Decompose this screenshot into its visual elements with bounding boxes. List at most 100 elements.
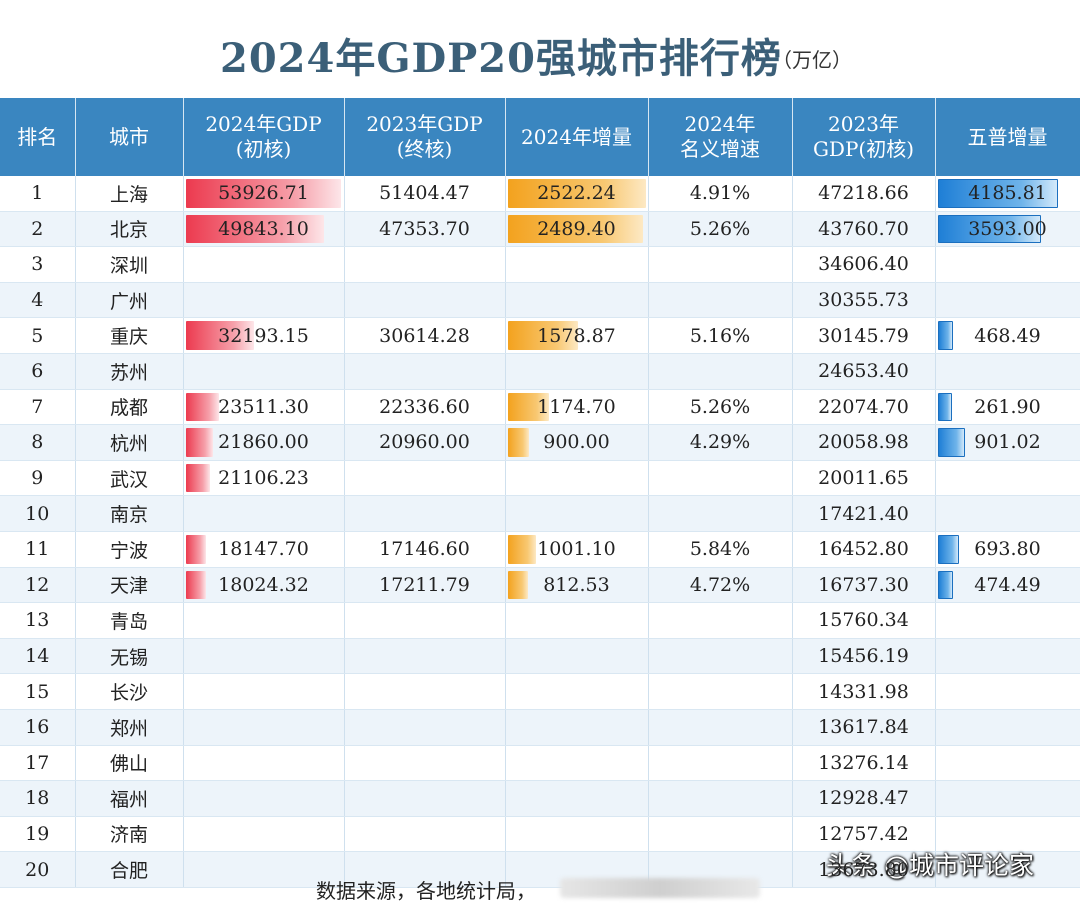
gdp2023i-value: 34606.40 (818, 253, 909, 276)
city-value: 佛山 (109, 753, 148, 776)
cell-census: 474.49 (935, 567, 1080, 604)
cell-gdp2023i: 13276.14 (792, 745, 936, 782)
city-value: 福州 (109, 788, 148, 811)
table-row: 18 福州 12928.47 (0, 780, 1080, 817)
header-gdp2024: 2024年GDP (初核) (183, 98, 345, 176)
cell-city: 深圳 (75, 246, 184, 283)
city-value: 深圳 (109, 254, 148, 277)
cell-gdp2023 (344, 638, 506, 675)
cell-gdp2024 (183, 709, 345, 746)
cell-city: 南京 (75, 495, 184, 532)
cell-rank: 7 (0, 389, 76, 426)
table-row: 16 郑州 13617.84 (0, 709, 1080, 746)
cell-rate (648, 816, 793, 853)
table-row: 6 苏州 24653.40 (0, 353, 1080, 390)
inc2024-value: 1174.70 (537, 395, 616, 418)
cell-inc2024 (505, 495, 649, 532)
cell-gdp2023 (344, 673, 506, 710)
cell-rate (648, 282, 793, 319)
census-value: 468.49 (974, 324, 1041, 347)
header-gdp2023-initial: 2023年 GDP(初核) (792, 98, 936, 176)
gdp2023i-value: 20058.98 (818, 431, 909, 454)
gdp2023i-value: 13276.14 (818, 751, 909, 774)
cell-gdp2023i: 12757.42 (792, 816, 936, 853)
city-value: 南京 (109, 504, 148, 527)
cell-rank: 14 (0, 638, 76, 675)
cell-census (935, 816, 1080, 853)
cell-gdp2023i: 43760.70 (792, 211, 936, 248)
cell-census (935, 673, 1080, 710)
header-gdp2023i-line2: GDP(初核) (812, 137, 915, 161)
cell-rate: 4.29% (648, 424, 793, 461)
cell-inc2024 (505, 638, 649, 675)
cell-rank: 17 (0, 745, 76, 782)
cell-gdp2023 (344, 602, 506, 639)
table-row: 5 重庆 32193.15 30614.28 1578.87 5.16% 30145.79 4… (0, 317, 1080, 354)
gdp2024-value: 49843.10 (218, 217, 309, 240)
cell-census: 261.90 (935, 389, 1080, 426)
cell-inc2024 (505, 353, 649, 390)
cell-city: 北京 (75, 211, 184, 248)
gdp2024-value: 32193.15 (218, 324, 309, 347)
cell-gdp2023: 20960.00 (344, 424, 506, 461)
cell-inc2024: 2522.24 (505, 176, 649, 212)
header-rate: 2024年 名义增速 (648, 98, 793, 176)
table-row: 11 宁波 18147.70 17146.60 1001.10 5.84% 16452.80… (0, 531, 1080, 568)
cell-inc2024: 900.00 (505, 424, 649, 461)
gdp2023i-value: 22074.70 (818, 395, 909, 418)
header-gdp2024-line1: 2024年GDP (205, 112, 322, 136)
table-row: 8 杭州 21860.00 20960.00 900.00 4.29% 20058.98 90… (0, 424, 1080, 461)
table-row: 15 长沙 14331.98 (0, 673, 1080, 710)
cell-city: 郑州 (75, 709, 184, 746)
cell-gdp2024: 21860.00 (183, 424, 345, 461)
cell-gdp2023 (344, 246, 506, 283)
header-gdp2023-line2: (终核) (396, 137, 453, 161)
rate-value: 4.72% (689, 573, 751, 596)
watermark: 头条 @城市评论家 (826, 851, 1034, 880)
header-gdp2023-line1: 2023年GDP (366, 112, 483, 136)
city-value: 杭州 (109, 432, 148, 455)
cell-gdp2023 (344, 780, 506, 817)
cell-gdp2023i: 24653.40 (792, 353, 936, 390)
cell-city: 长沙 (75, 673, 184, 710)
cell-city: 青岛 (75, 602, 184, 639)
cell-census: 901.02 (935, 424, 1080, 461)
cell-gdp2024 (183, 282, 345, 319)
cell-inc2024 (505, 460, 649, 497)
census-value: 4185.81 (968, 182, 1047, 205)
cell-inc2024 (505, 602, 649, 639)
gdp2024-bar (185, 179, 341, 208)
city-value: 北京 (109, 219, 148, 242)
cell-census (935, 745, 1080, 782)
census-value: 261.90 (974, 395, 1041, 418)
inc2024-bar (507, 428, 530, 457)
census-bar (937, 392, 952, 422)
cell-gdp2023i: 30355.73 (792, 282, 936, 319)
cell-rate (648, 709, 793, 746)
cell-rank: 5 (0, 317, 76, 354)
cell-census: 3593.00 (935, 211, 1080, 248)
rate-value: 5.26% (689, 395, 751, 418)
cell-city: 武汉 (75, 460, 184, 497)
cell-gdp2023i: 47218.66 (792, 176, 936, 212)
cell-inc2024 (505, 745, 649, 782)
cell-rate: 4.91% (648, 176, 793, 212)
cell-gdp2024 (183, 246, 345, 283)
cell-gdp2024: 18024.32 (183, 567, 345, 604)
gdp2024-value: 23511.30 (218, 395, 309, 418)
cell-rank: 19 (0, 816, 76, 853)
cell-gdp2024 (183, 780, 345, 817)
cell-inc2024: 1001.10 (505, 531, 649, 568)
cell-inc2024: 2489.40 (505, 211, 649, 248)
header-gdp2023: 2023年GDP (终核) (344, 98, 506, 176)
inc2024-bar (507, 392, 549, 422)
cell-gdp2023 (344, 282, 506, 319)
blurred-text (560, 878, 760, 898)
cell-gdp2023i: 15456.19 (792, 638, 936, 675)
cell-rate: 5.84% (648, 531, 793, 568)
inc2024-value: 2489.40 (537, 217, 616, 240)
cell-rank: 4 (0, 282, 76, 319)
rank-value: 20 (25, 858, 50, 881)
cell-gdp2024: 18147.70 (183, 531, 345, 568)
cell-census (935, 851, 1080, 888)
